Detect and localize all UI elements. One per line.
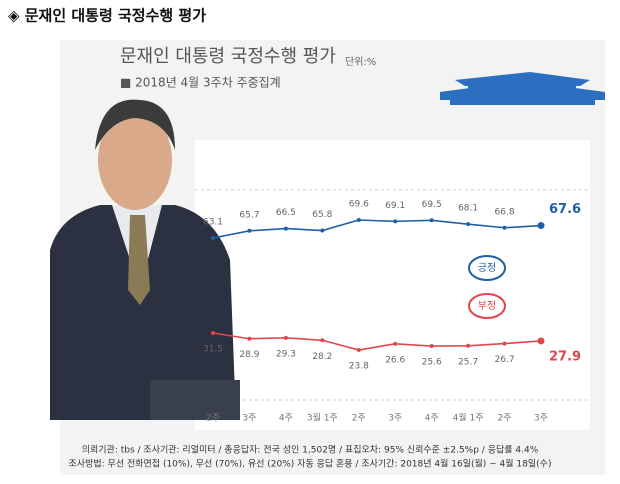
x-tick-label: 3주: [534, 413, 548, 424]
series-line: [212, 332, 542, 351]
data-label: 66.5: [276, 208, 296, 218]
data-label: 69.1: [385, 201, 405, 211]
data-point: [429, 218, 434, 223]
x-tick-label: 4월 1주: [453, 412, 484, 424]
data-point: [211, 236, 215, 240]
data-label: 26.7: [495, 355, 515, 365]
data-label: 67.6: [549, 202, 581, 217]
data-label: 23.8: [349, 362, 369, 372]
x-tick-label: 4주: [425, 413, 439, 424]
data-label: 26.6: [385, 355, 405, 365]
data-label: 69.6: [349, 200, 369, 210]
data-label: 65.8: [312, 210, 332, 220]
data-point: [356, 348, 361, 352]
data-label: 28.2: [312, 352, 332, 362]
x-tick-label: 3주: [388, 413, 402, 424]
legend-label: 부정: [478, 300, 496, 312]
x-tick-label: 3주: [242, 413, 256, 424]
data-point: [247, 336, 252, 341]
plot-area: [195, 140, 590, 430]
legend-badge: [468, 255, 506, 281]
data-point: [247, 228, 252, 233]
portrait: [50, 99, 240, 420]
series-line: [212, 219, 542, 239]
unit: 단위:%: [345, 55, 376, 68]
data-point: [537, 222, 545, 230]
legend-badge: [468, 293, 506, 319]
data-point: [320, 228, 325, 233]
data-point: [211, 331, 215, 335]
data-label: 27.9: [549, 349, 581, 364]
footnote: 조사방법: 무선 전화면접 (10%), 무선 (70%), 유선 (20%) …: [69, 458, 552, 470]
data-label: 28.9: [239, 350, 259, 360]
data-point: [502, 341, 507, 346]
data-point: [356, 218, 361, 222]
x-tick-label: 2주: [206, 413, 220, 424]
data-label: 68.1: [458, 204, 478, 214]
data-point: [466, 222, 471, 227]
data-label: 63.1: [203, 218, 223, 228]
data-label: 25.7: [458, 357, 478, 367]
data-point: [502, 225, 507, 230]
footnote: 의뢰기관: tbs / 조사기관: 리얼미터 / 총응답자: 전국 성인 1,5…: [82, 444, 539, 456]
data-point: [466, 343, 471, 348]
data-point: [320, 338, 325, 343]
data-point: [393, 341, 398, 346]
data-label: 69.5: [422, 200, 442, 210]
data-point: [393, 219, 398, 224]
data-label: 31.5: [203, 345, 223, 355]
data-label: 25.6: [422, 358, 442, 368]
data-label: 29.3: [276, 349, 296, 359]
x-tick-label: 4주: [279, 413, 293, 424]
chart-title: 문재인 대통령 국정수행 평가: [120, 46, 336, 67]
legend-label: 긍정: [478, 262, 496, 274]
data-label: 65.7: [239, 210, 259, 220]
data-point: [283, 226, 288, 231]
x-tick-label: 2주: [352, 413, 366, 424]
subtitle: ■ 2018년 4월 3주차 주중집계: [120, 76, 281, 90]
data-point: [429, 344, 434, 349]
header: ◈ 문재인 대통령 국정수행 평가: [8, 7, 206, 25]
data-label: 66.8: [495, 207, 515, 217]
data-point: [283, 335, 288, 340]
x-tick-label: 2주: [498, 413, 512, 424]
x-tick-label: 3월 1주: [307, 412, 338, 424]
data-point: [537, 337, 545, 345]
building-icon: [440, 72, 605, 105]
